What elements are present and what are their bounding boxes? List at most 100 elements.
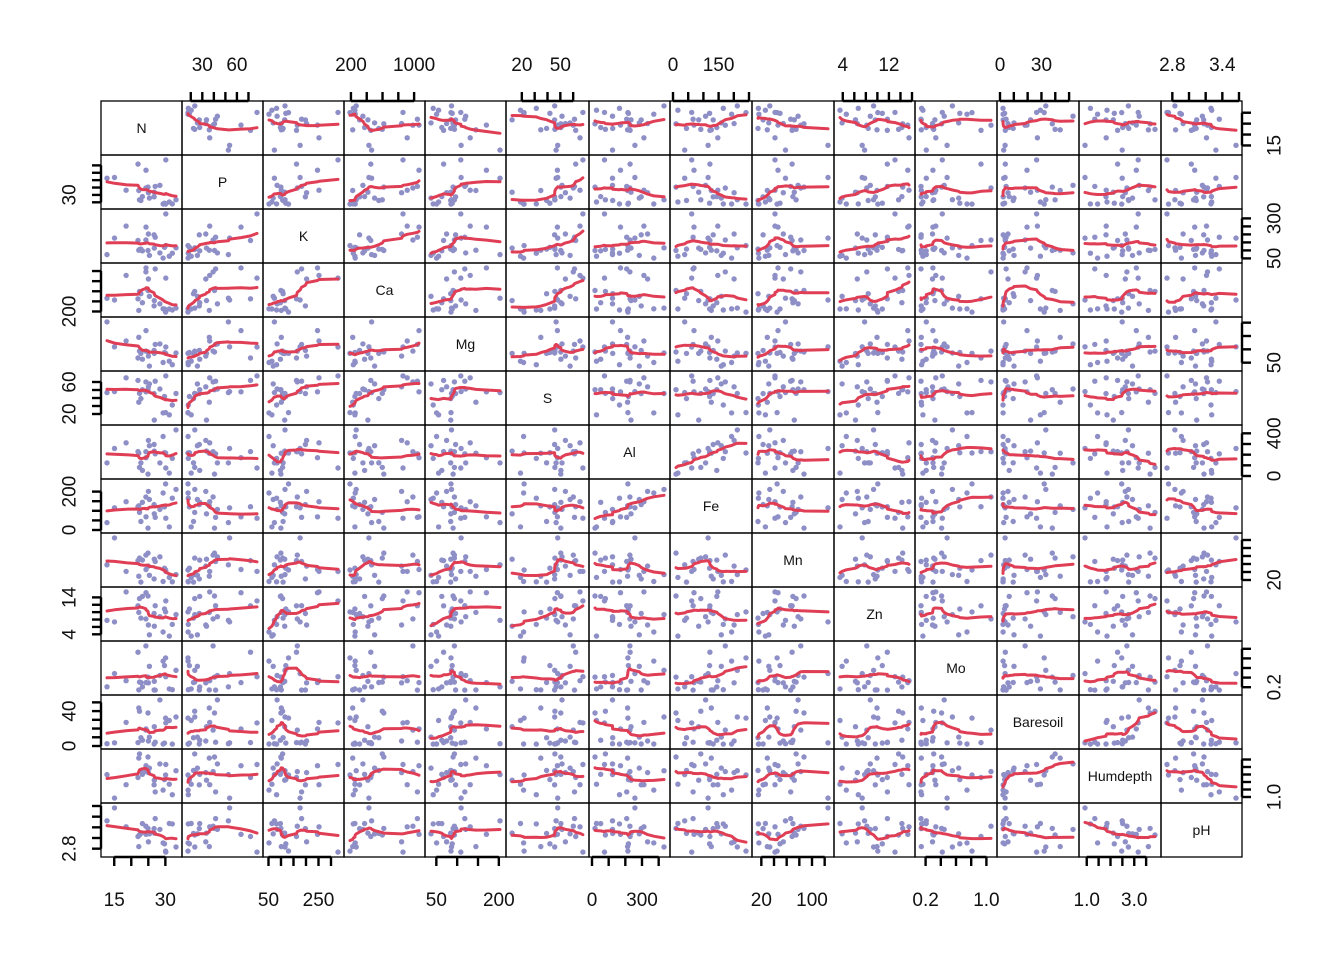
point-Mn-Zn [843,578,849,585]
point-Baresoil-Mn [801,710,807,716]
point-Fe-Ca [381,525,387,531]
point-Mg-N [152,341,158,348]
point-Fe-P [207,499,213,505]
point-Baresoil-Mo [938,710,945,716]
smooth-line-N-K [267,118,340,128]
point-K-Mn [772,211,778,217]
point-Mo-Zn [861,684,868,690]
point-Fe-K [270,496,276,503]
point-S-Ca [404,375,410,381]
point-P-N [135,161,141,167]
point-P-Baresoil [1033,157,1040,163]
point-pH-Humdepth [1135,849,1141,855]
smooth-line-Humdepth-pH [1165,768,1238,789]
point-Ca-Humdepth [1124,269,1130,275]
point-Baresoil-Al [609,697,616,703]
point-Al-Ca [371,443,378,449]
point-pH-Baresoil [1006,820,1012,827]
point-Mg-Mn [795,341,801,347]
point-Zn-Mg [452,610,459,617]
point-Zn-Fe [675,633,681,639]
smooth-line-P-Mn [756,184,830,203]
point-S-Fe [728,410,735,416]
diagonal-label-Humdepth: Humdepth [1088,768,1153,784]
point-S-Mo [978,377,984,384]
point-Fe-N [136,509,143,516]
point-Baresoil-K [302,741,309,747]
smooth-line-Zn-Baresoil [1001,607,1075,623]
point-Al-Fe [714,467,720,474]
point-P-Mo [930,197,936,204]
point-Zn-N [136,609,142,616]
point-pH-Fe [707,833,713,840]
point-P-Mo [944,174,950,181]
point-Al-N [157,460,163,466]
point-Fe-Mn [772,515,778,521]
point-Zn-Fe [728,629,735,635]
point-Mo-Al [627,643,633,649]
point-pH-Mg [458,849,464,855]
point-S-Humdepth [1094,410,1101,416]
point-P-Fe [691,167,697,173]
point-Fe-S [570,494,576,500]
point-Baresoil-K [316,719,322,726]
point-Fe-P [211,525,218,531]
point-Mo-Al [609,672,616,679]
point-S-Mg [435,412,442,418]
point-Al-K [314,455,321,461]
point-P-Baresoil [1049,184,1056,190]
smooth-line-Mg-Baresoil [1001,345,1075,355]
point-N-Al [628,117,634,123]
point-Al-Zn [884,448,890,455]
point-N-Mo [978,127,984,133]
point-Al-Baresoil [1033,465,1040,471]
point-P-Mo [957,200,963,206]
point-Humdepth-Baresoil [1010,767,1016,774]
smooth-line-N-Mn [756,116,830,131]
point-Al-Mo [931,464,937,471]
point-K-Fe [683,246,690,252]
point-S-Fe [708,399,714,405]
point-Ca-K [314,265,321,271]
point-Humdepth-K [269,781,275,787]
point-Ca-Al [617,265,624,271]
point-Zn-Baresoil [1011,632,1017,638]
smooth-line-S-P [186,383,259,409]
point-P-N [161,200,168,206]
point-Al-Ca [353,427,359,433]
point-N-Mg [435,107,442,113]
point-Zn-pH [1203,589,1210,595]
point-Mo-S [577,678,583,684]
point-Mn-Zn [837,574,843,581]
point-K-Mn [782,251,789,258]
point-Humdepth-Al [638,782,644,788]
point-Mo-Humdepth [1087,687,1094,693]
point-S-Mo [988,379,994,385]
smooth-line-Humdepth-P [186,771,259,784]
point-Al-Mo [933,440,939,446]
point-Al-Baresoil [1049,471,1056,477]
point-Ca-N [161,306,168,312]
point-Mo-Al [624,687,631,693]
point-Mn-Mo [949,571,956,578]
point-N-Al [602,126,609,132]
point-Fe-K [285,481,292,487]
point-Zn-Mg [440,603,447,609]
point-Mo-K [298,687,305,693]
point-Zn-Humdepth [1145,609,1152,616]
point-Baresoil-S [552,714,558,720]
point-Mn-P [211,550,218,556]
smooth-line-Mn-Mo [919,561,993,575]
point-Mg-N [138,350,144,357]
point-N-pH [1203,135,1210,141]
point-Zn-Al [638,610,644,617]
smooth-line-Mn-S [510,557,585,577]
point-Humdepth-Al [661,768,667,774]
point-Mn-Fe [718,572,724,578]
point-Humdepth-K [297,795,303,801]
point-Baresoil-N [161,740,168,746]
point-K-Humdepth [1103,223,1109,229]
smooth-line-Mn-pH [1165,558,1238,575]
point-Fe-Mo [969,481,975,487]
point-pH-Mg [462,815,468,822]
